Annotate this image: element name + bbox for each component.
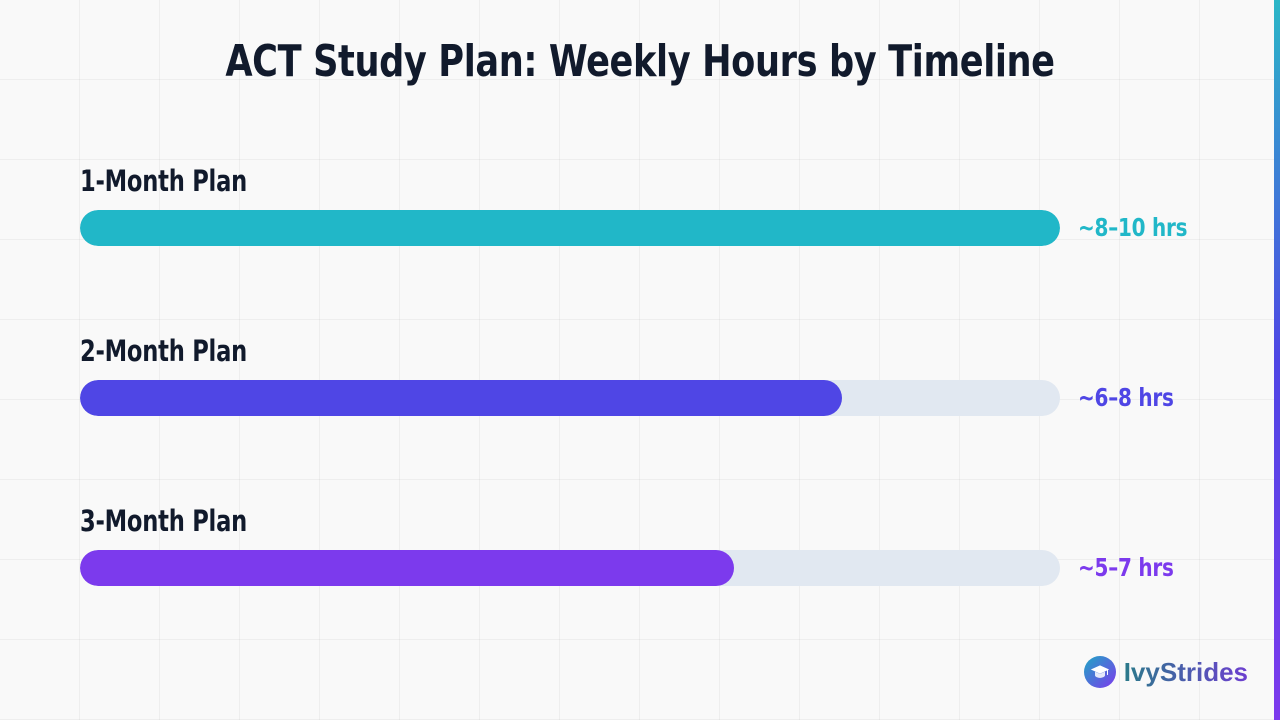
accent-strip <box>1274 0 1280 720</box>
plan-row-2-month: 2-Month Plan ~6–8 hrs <box>80 334 1200 424</box>
plan-label: 2-Month Plan <box>80 334 247 368</box>
brand-name: IvyStrides <box>1123 657 1248 687</box>
bar-value-label: ~8–10 hrs <box>1078 213 1188 242</box>
plan-row-3-month: 3-Month Plan ~5–7 hrs <box>80 504 1200 594</box>
bar-value-label: ~6–8 hrs <box>1078 383 1174 412</box>
bar-fill-1-month <box>80 210 1060 246</box>
bar-track <box>80 550 1060 586</box>
brand-logo: IvyStrides <box>1083 656 1248 688</box>
chart-title: ACT Study Plan: Weekly Hours by Timeline <box>225 36 1055 87</box>
bar-track <box>80 210 1060 246</box>
plan-label: 3-Month Plan <box>80 504 247 538</box>
bar-value-label: ~5–7 hrs <box>1078 553 1174 582</box>
graduation-cap-icon <box>1083 656 1116 688</box>
bar-fill-3-month <box>80 550 734 586</box>
bar-track <box>80 380 1060 416</box>
plan-row-1-month: 1-Month Plan ~8–10 hrs <box>80 164 1200 254</box>
bar-fill-2-month <box>80 380 842 416</box>
plan-label: 1-Month Plan <box>80 164 247 198</box>
